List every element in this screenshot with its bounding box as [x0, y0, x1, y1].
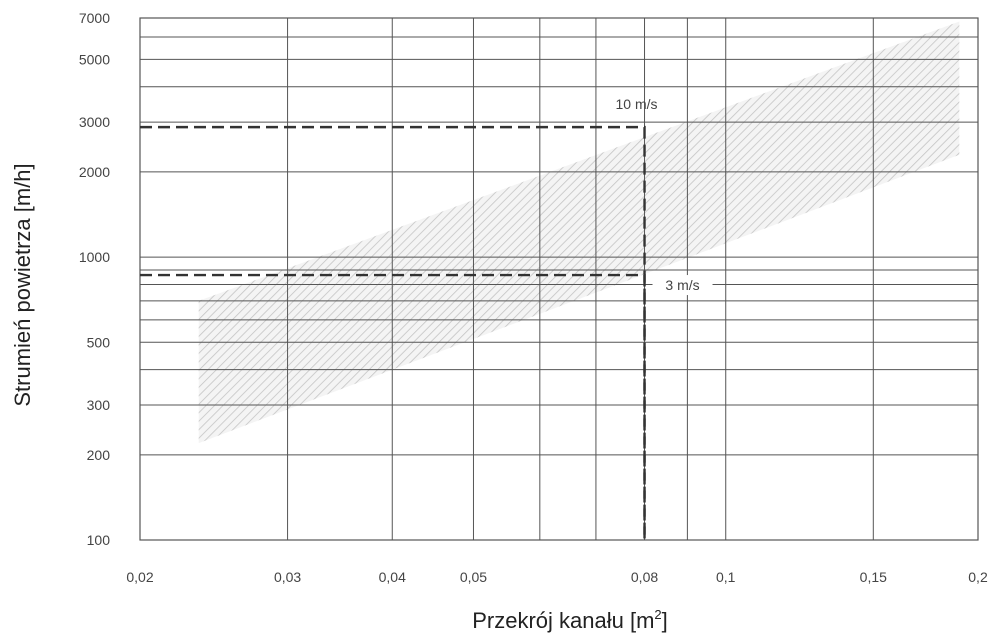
grid-layer — [139, 17, 979, 541]
x-tick-label: 0,2 — [968, 569, 988, 585]
dashed-guide-line — [140, 273, 646, 540]
x-tick-label: 0,04 — [379, 569, 406, 585]
y-tick-label: 5000 — [79, 51, 110, 67]
velocity-label-3-bg — [652, 275, 713, 296]
velocity-range-band — [198, 21, 960, 444]
y-tick-label: 500 — [87, 334, 111, 350]
y-tick-label: 300 — [87, 397, 111, 413]
plot-frame — [139, 17, 979, 541]
x-axis-title-end: ] — [662, 608, 668, 633]
x-axis-title-sup: 2 — [654, 607, 661, 622]
y-tick-label: 200 — [87, 447, 111, 463]
x-tick-label: 0,1 — [716, 569, 736, 585]
annotation-layer: 10 m/s 3 m/s — [616, 96, 713, 296]
y-tick-label: 7000 — [79, 10, 110, 26]
y-tick-label: 1000 — [79, 249, 110, 265]
tick-labels-layer: 0,02 0,03 0,04 0,05 0,08 0,1 0,15 0,2 100 200 300 5… — [79, 10, 988, 585]
x-tick-label: 0,03 — [274, 569, 301, 585]
velocity-label-10: 10 m/s — [616, 96, 658, 112]
x-axis-title: Przekrój kanału [m2] — [472, 607, 668, 633]
velocity-band-layer — [198, 21, 960, 444]
velocity-label-3: 3 m/s — [665, 277, 699, 293]
y-tick-label: 2000 — [79, 164, 110, 180]
x-tick-label: 0,15 — [860, 569, 887, 585]
x-axis-title-main: Przekrój kanału [m — [472, 608, 654, 633]
x-tick-label: 0,02 — [126, 569, 153, 585]
x-tick-label: 0,08 — [631, 569, 658, 585]
x-tick-label: 0,05 — [460, 569, 487, 585]
y-axis-title: Strumień powietrza [m/h] — [10, 163, 35, 406]
guide-lines-layer — [140, 125, 646, 540]
y-tick-label: 100 — [87, 532, 111, 548]
y-tick-label: 3000 — [79, 114, 110, 130]
